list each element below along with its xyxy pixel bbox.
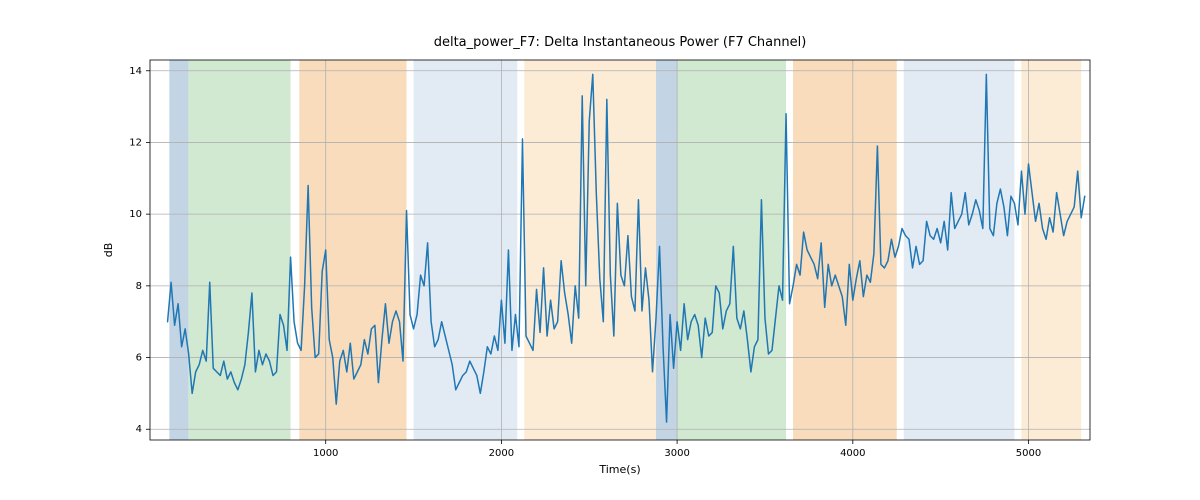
chart-container: 1000 2000 3000 4000 5000 4 6 8 10 12 14 Time(s) dB de… <box>0 0 1200 500</box>
y-tick-label: 6 <box>136 353 142 364</box>
x-ticks: 1000 2000 3000 4000 5000 <box>313 440 1041 459</box>
x-tick-label: 5000 <box>1016 448 1041 459</box>
y-tick-label: 12 <box>129 137 142 148</box>
y-tick-label: 14 <box>129 66 142 77</box>
y-axis-label: dB <box>102 243 115 258</box>
x-tick-label: 3000 <box>664 448 689 459</box>
y-tick-label: 4 <box>136 424 142 435</box>
x-tick-label: 1000 <box>313 448 338 459</box>
band <box>677 60 786 440</box>
y-ticks: 4 6 8 10 12 14 <box>129 66 150 435</box>
band <box>169 60 188 440</box>
y-tick-label: 10 <box>129 209 142 220</box>
band <box>1021 60 1081 440</box>
chart-title: delta_power_F7: Delta Instantaneous Powe… <box>434 35 807 50</box>
x-tick-label: 4000 <box>840 448 865 459</box>
band <box>904 60 1015 440</box>
x-tick-label: 2000 <box>489 448 514 459</box>
band <box>299 60 406 440</box>
x-axis-label: Time(s) <box>598 463 640 476</box>
y-tick-label: 8 <box>136 281 142 292</box>
chart-svg: 1000 2000 3000 4000 5000 4 6 8 10 12 14 Time(s) dB de… <box>0 0 1200 500</box>
